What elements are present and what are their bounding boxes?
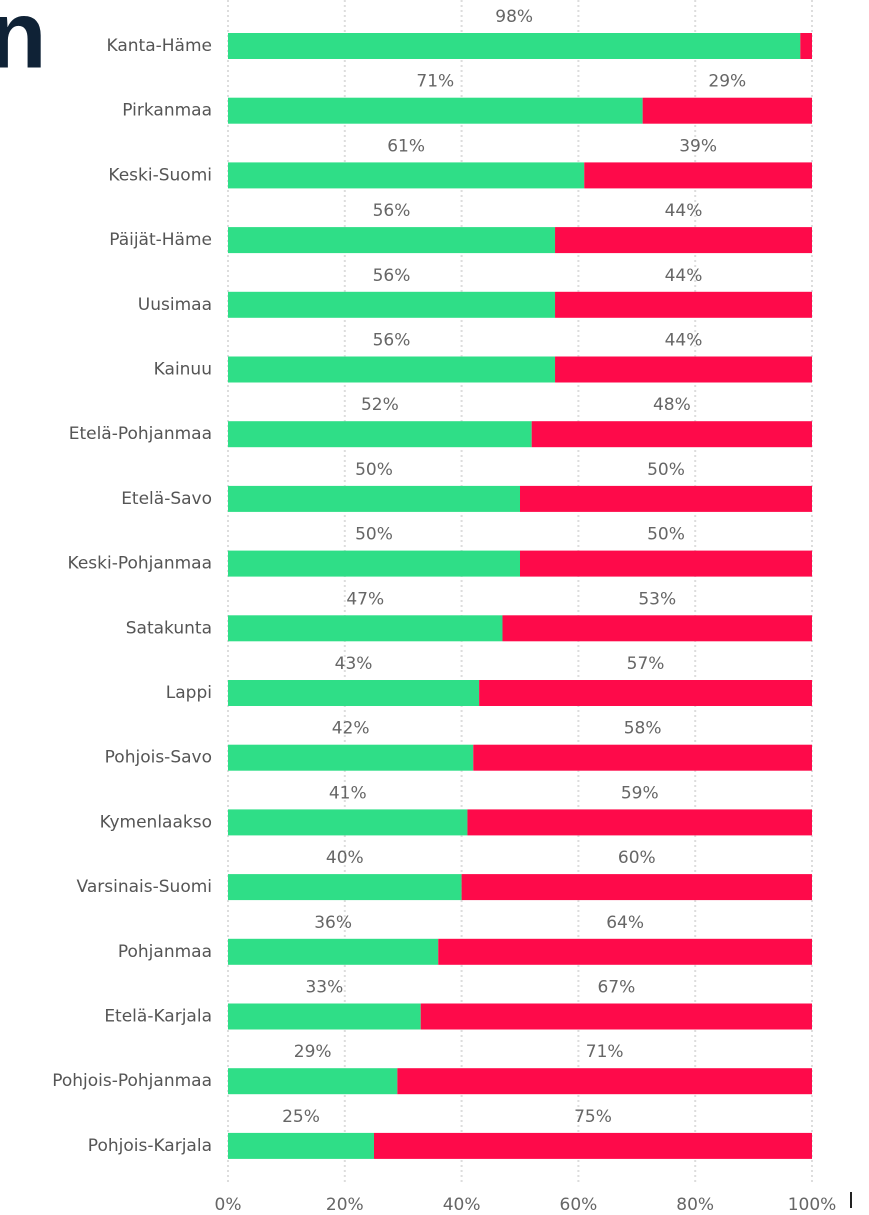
value-label: 58% — [624, 719, 662, 739]
bar-segment — [467, 809, 812, 836]
category-label: Kymenlaakso — [100, 812, 212, 832]
value-label: 52% — [361, 395, 399, 415]
bar-segment — [228, 97, 643, 124]
value-label: 43% — [335, 654, 373, 674]
value-label: 71% — [586, 1042, 624, 1062]
bar-segment — [555, 356, 812, 383]
bar-segment — [473, 744, 812, 771]
bar-segment — [520, 485, 812, 512]
value-label: 29% — [294, 1042, 332, 1062]
x-tick-label: 40% — [443, 1195, 481, 1215]
bar-segment — [438, 938, 812, 965]
bar-segment — [228, 1068, 398, 1095]
value-label: 53% — [638, 589, 676, 609]
bar-segment — [228, 291, 556, 318]
value-label: 59% — [621, 783, 659, 803]
bar-segment — [228, 33, 801, 59]
x-tick-label: 100% — [788, 1195, 837, 1215]
value-label: 44% — [665, 201, 703, 221]
value-label: 56% — [373, 331, 411, 351]
bar-segment — [502, 615, 812, 642]
category-label: Päijät-Häme — [109, 230, 212, 250]
value-label: 39% — [679, 136, 717, 156]
chart-title: n — [0, 0, 47, 88]
category-label: Pohjois-Karjala — [88, 1136, 212, 1156]
x-tick-label: 60% — [560, 1195, 598, 1215]
value-label: 50% — [647, 525, 685, 545]
value-label: 41% — [329, 783, 367, 803]
category-label: Kainuu — [154, 360, 212, 380]
value-label: 44% — [665, 331, 703, 351]
value-label: 71% — [416, 72, 454, 92]
bar-segment — [531, 421, 812, 448]
category-label: Pirkanmaa — [122, 101, 212, 121]
value-label: 42% — [332, 719, 370, 739]
value-label: 25% — [282, 1107, 320, 1127]
category-label: Keski-Pohjanmaa — [68, 554, 212, 574]
bar-segment — [228, 1003, 421, 1030]
category-label: Pohjois-Savo — [105, 748, 212, 768]
bar-segment — [228, 809, 468, 836]
value-label: 40% — [326, 848, 364, 868]
bar-segment — [228, 162, 585, 189]
category-label: Varsinais-Suomi — [77, 877, 212, 897]
value-label: 56% — [373, 201, 411, 221]
category-label: Etelä-Savo — [121, 489, 212, 509]
value-label: 67% — [597, 978, 635, 998]
bar-segment — [228, 356, 556, 383]
bar-segment — [374, 1132, 812, 1159]
value-label: 44% — [665, 266, 703, 286]
value-label: 56% — [373, 266, 411, 286]
value-label: 57% — [627, 654, 665, 674]
bar-segment — [228, 485, 520, 512]
value-label: 60% — [618, 848, 656, 868]
bar-segment — [228, 1132, 374, 1159]
category-label: Keski-Suomi — [108, 165, 212, 185]
value-label: 47% — [346, 589, 384, 609]
value-label: 50% — [647, 460, 685, 480]
category-label: Satakunta — [126, 618, 212, 638]
x-tick-label: 0% — [215, 1195, 242, 1215]
category-label: Etelä-Karjala — [104, 1007, 212, 1027]
category-label: Lappi — [166, 683, 212, 703]
category-label: Kanta-Häme — [107, 36, 212, 56]
bar-segment — [228, 550, 520, 577]
category-label: Uusimaa — [138, 295, 212, 315]
bar-segment — [228, 615, 503, 642]
bar-segment — [228, 227, 556, 254]
bar-segment — [228, 421, 532, 448]
category-label: Pohjanmaa — [118, 942, 212, 962]
value-label: 33% — [305, 978, 343, 998]
value-label: 50% — [355, 460, 393, 480]
bar-segment — [555, 227, 812, 254]
bar-segment — [228, 874, 462, 901]
bar-segment — [228, 938, 439, 965]
bar-segment — [520, 550, 812, 577]
bar-segment — [461, 874, 812, 901]
bar-segment — [228, 680, 480, 706]
value-label: 50% — [355, 525, 393, 545]
bar-segment — [584, 162, 812, 189]
bar-segment — [642, 97, 812, 124]
x-tick-label: 20% — [326, 1195, 364, 1215]
value-label: 48% — [653, 395, 691, 415]
value-label: 64% — [606, 913, 644, 933]
bar-segment — [420, 1003, 812, 1030]
bar-segment — [397, 1068, 812, 1095]
category-label: Etelä-Pohjanmaa — [69, 424, 212, 444]
bar-segment — [228, 744, 474, 771]
bar-segment — [479, 680, 812, 706]
value-label: 98% — [495, 7, 533, 27]
value-label: 75% — [574, 1107, 612, 1127]
value-label: 36% — [314, 913, 352, 933]
category-label: Pohjois-Pohjanmaa — [52, 1071, 212, 1091]
value-label: 61% — [387, 136, 425, 156]
bar-segment — [555, 291, 812, 318]
bar-segment — [800, 33, 812, 59]
value-label: 29% — [708, 72, 746, 92]
x-tick-label: 80% — [676, 1195, 714, 1215]
